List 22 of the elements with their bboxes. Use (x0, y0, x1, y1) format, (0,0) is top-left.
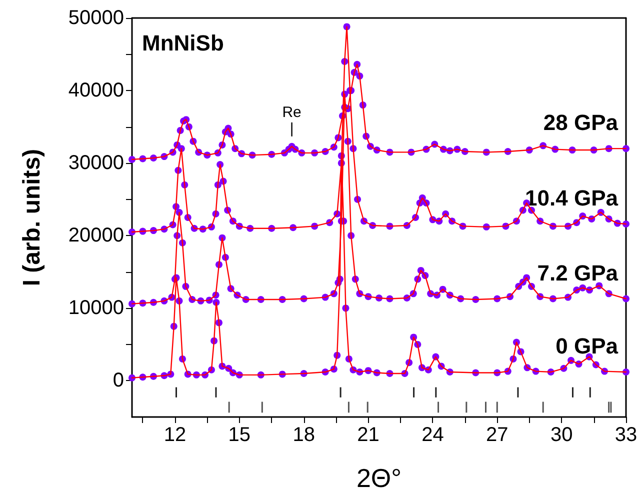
y-tick-label: 10000 (68, 297, 124, 320)
y-tick-label: 40000 (68, 80, 124, 102)
x-tick-label: 12 (164, 424, 186, 446)
series-label: 28 GPa (543, 110, 619, 136)
y-tick-label: 50000 (68, 7, 124, 29)
y-tick-label: 0 (112, 370, 124, 392)
x-axis-title: 2Θ° (356, 463, 402, 493)
x-tick-label: 27 (486, 424, 508, 446)
y-tick-label: 30000 (68, 152, 124, 174)
annotation: Re (282, 104, 302, 121)
x-tick-label: 18 (292, 424, 315, 446)
series-label: 0 GPa (556, 334, 619, 359)
x-tick-label: 30 (550, 424, 573, 446)
x-tick-label: 15 (228, 424, 251, 446)
series-label: 10.4 GPa (525, 186, 619, 211)
annotation: MnNiSb (142, 30, 224, 56)
x-tick-label: 21 (357, 424, 380, 446)
x-tick-label: 24 (422, 424, 444, 446)
y-tick-label: 20000 (68, 224, 124, 247)
y-axis-title: I (arb. units) (18, 148, 46, 286)
x-tick-label: 33 (614, 424, 638, 446)
series-label: 7.2 GPa (537, 260, 619, 286)
